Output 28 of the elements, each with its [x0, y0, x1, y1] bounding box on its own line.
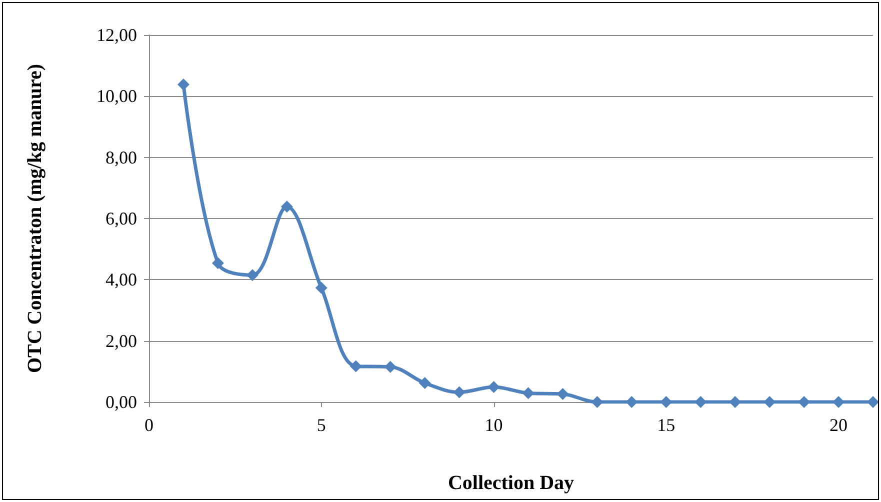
y-tick-label: 8,00: [106, 147, 137, 168]
x-tick-label: 10: [484, 415, 503, 435]
point: [591, 396, 604, 408]
point: [660, 396, 672, 408]
point: [867, 396, 878, 408]
y-tick-label: 10,00: [96, 86, 137, 106]
point: [212, 257, 224, 270]
y-axis-title: OTC Concentraton (mg/kg manure): [24, 64, 46, 374]
x-tick-label: 20: [830, 415, 848, 435]
point: [315, 282, 328, 294]
point: [453, 386, 466, 398]
y-tick-label: 0,00: [106, 392, 137, 412]
x-tick-label: 0: [144, 415, 154, 435]
point: [280, 200, 293, 213]
y-tick-label: 12,00: [96, 25, 137, 45]
point: [488, 381, 500, 394]
x-tick-label: 15: [657, 415, 676, 435]
point: [246, 269, 258, 282]
x-axis-title: Collection Day: [448, 472, 574, 494]
x-tick-label: 5: [316, 415, 326, 435]
y-tick-label: 2,00: [106, 330, 137, 351]
point: [177, 78, 190, 91]
y-tick-label: 6,00: [106, 208, 137, 228]
point: [556, 388, 569, 400]
point: [522, 387, 534, 400]
point: [350, 360, 362, 372]
y-tick-label: 4,00: [106, 270, 137, 290]
point: [418, 377, 431, 390]
